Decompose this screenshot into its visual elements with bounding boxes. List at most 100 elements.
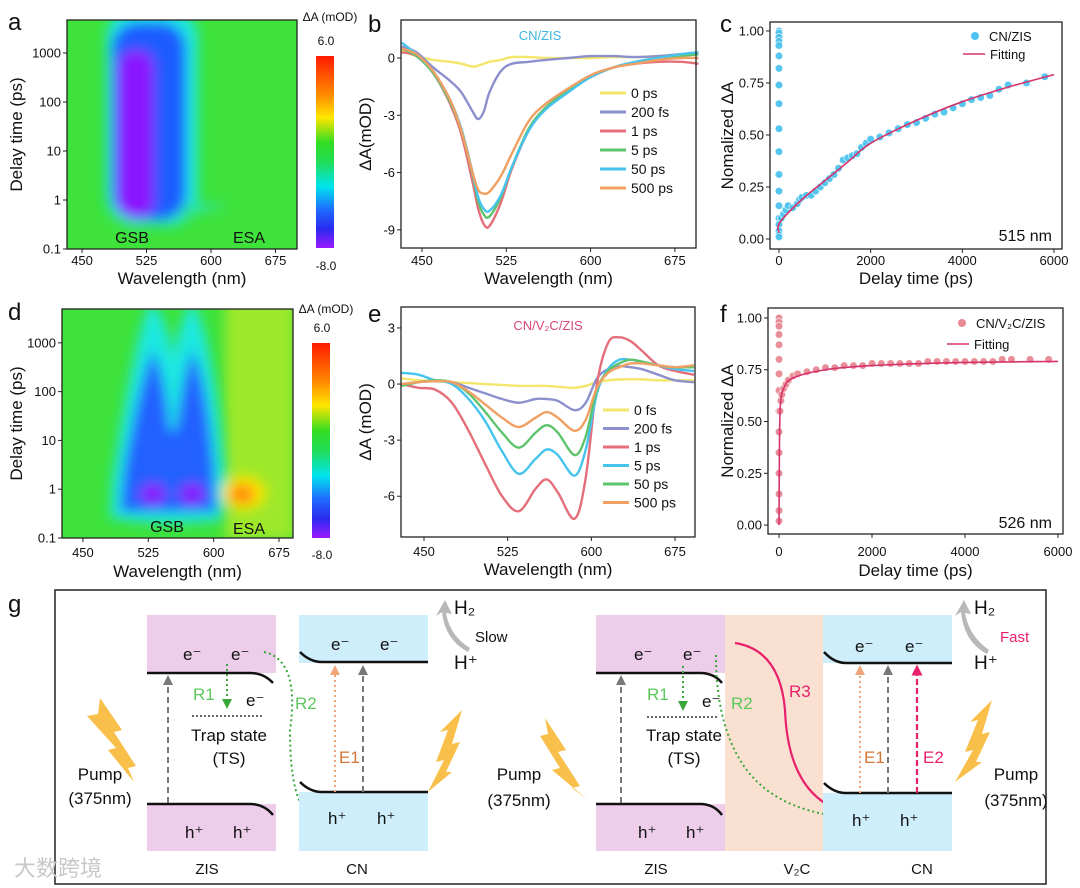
y-tick-label: -6	[383, 165, 395, 180]
chart-title: CN/V₂C/ZIS	[513, 318, 583, 333]
plot-frame	[400, 19, 697, 249]
x-tick-label: 600	[580, 253, 602, 268]
x-tick-label: 525	[137, 545, 159, 560]
heatmap-a	[67, 20, 297, 249]
data-point	[774, 147, 784, 156]
y-tick-label: 1.00	[739, 23, 764, 38]
panel-label-f: f	[720, 301, 727, 328]
colorbar-max: 6.0	[314, 321, 331, 335]
heatmap-region-purple	[118, 50, 154, 218]
data-point	[942, 357, 951, 366]
x-tick-label: 0	[775, 253, 782, 268]
hplus-label: H⁺	[454, 653, 478, 674]
probe-wavelength: 526 nm	[999, 515, 1052, 532]
r2-arrow	[263, 651, 317, 819]
y-tick-label: -6	[383, 489, 395, 504]
legend-label: 50 ps	[634, 476, 668, 492]
colorbar-a: ΔA (mOD) 6.0 -8.0	[303, 10, 358, 273]
x-tick-label: 4000	[948, 253, 977, 268]
y-tick-label: 1000	[32, 45, 61, 60]
colorbar-d: ΔA (mOD) 6.0 -8.0	[299, 302, 354, 562]
y-tick-label: 3	[388, 320, 395, 335]
data-point	[774, 330, 784, 339]
legend-label: 200 fs	[634, 421, 672, 437]
series-line-500-ps	[401, 361, 695, 432]
data-point	[774, 64, 784, 73]
legend-label: CN/ZIS	[989, 29, 1032, 44]
y-tick-label: 10	[42, 433, 56, 448]
panel-label-g: g	[8, 591, 21, 618]
slow-label: Slow	[475, 629, 508, 646]
zis-vb-region	[147, 804, 276, 851]
x-tick-label: 0	[775, 544, 782, 559]
trap-state-abbr: (TS)	[667, 749, 700, 768]
x-tick-label: 6000	[1040, 253, 1069, 268]
zis-cb-region	[147, 615, 276, 673]
data-point	[970, 357, 979, 366]
e1-label: E1	[864, 748, 885, 767]
heatmap-spot-gsb-1	[140, 483, 166, 505]
y-tick-label: 1	[54, 192, 61, 207]
plot-frame	[61, 308, 294, 539]
trap-state-label: Trap state	[646, 726, 722, 745]
data-point	[774, 187, 784, 196]
plot-frame	[767, 307, 1064, 535]
heatmap-esa-core	[229, 484, 255, 504]
y-tick-label: 0.00	[739, 232, 764, 247]
colorbar-min: -8.0	[316, 259, 337, 273]
watermark: 大数跨境	[14, 856, 102, 881]
series-line-1-ps	[401, 335, 695, 520]
data-point	[877, 359, 886, 368]
legend-marker	[958, 319, 966, 327]
data-point	[774, 170, 784, 179]
y-axis-label: Normalized ΔA	[718, 364, 737, 478]
y-tick-label: 100	[39, 94, 61, 109]
x-tick-label: 675	[664, 253, 686, 268]
colorbar-max: 6.0	[318, 34, 335, 48]
data-point	[774, 99, 784, 108]
r3-label: R3	[789, 682, 811, 701]
annotation-gsb: GSB	[115, 230, 149, 247]
annotation-esa: ESA	[233, 230, 265, 247]
cn-cb-region	[823, 615, 952, 663]
legend-label: 5 ps	[634, 458, 660, 474]
r1-label: R1	[193, 685, 215, 704]
plot-frame	[769, 21, 1063, 250]
pump-wavelength: (375nm)	[487, 791, 550, 810]
cn-vb-line	[823, 782, 952, 795]
y-tick-label: 0	[388, 377, 395, 392]
cn-cb-region	[299, 615, 428, 663]
legend-label: 500 ps	[634, 495, 676, 511]
panel-label-c: c	[720, 11, 732, 38]
electron-label: e⁻	[634, 645, 652, 664]
y-tick-label: 0	[388, 51, 395, 66]
legend-label: 1 ps	[634, 439, 660, 455]
chart-e: 0 fs 200 fs 1 ps 5 ps 50 ps 500 ps CN/V₂C/ZIS 4…	[356, 306, 696, 579]
y-axis-label: ΔA (mOD)	[356, 383, 375, 460]
x-axis-label: Delay time (ps)	[858, 561, 972, 580]
x-tick-label: 675	[664, 544, 686, 559]
y-axis-label: Delay time (ps)	[7, 366, 26, 480]
mechanism-diagram: e⁻ e⁻ h⁺ h⁺ R1 e⁻ Trap state (TS) R2 ZIS…	[14, 589, 1048, 885]
legend-label: 50 ps	[631, 161, 665, 177]
y-tick-label: 0.50	[737, 414, 762, 429]
electron-label: e⁻	[331, 635, 349, 654]
y-tick-label: 1.00	[737, 310, 762, 325]
hole-label: h⁺	[377, 809, 395, 828]
legend-label: 1 ps	[631, 123, 657, 139]
data-point	[774, 41, 784, 50]
r1-label: R1	[647, 685, 669, 704]
electron-label: e⁻	[855, 637, 873, 656]
series-line-500-ps	[401, 47, 699, 196]
cn-label: CN	[346, 861, 368, 878]
y-tick-label: 0.75	[737, 362, 762, 377]
cn-vb-region	[823, 793, 952, 851]
y-axis-label: Nomalized ΔA	[718, 81, 737, 189]
chart-f: CN/V₂C/ZIS Fitting 526 nm 0 2000 4000 6000 0.00…	[718, 307, 1072, 580]
trapped-electron-label: e⁻	[246, 691, 264, 710]
electron-label: e⁻	[380, 635, 398, 654]
data-point	[774, 124, 784, 133]
y-tick-label: 1000	[27, 335, 56, 350]
x-tick-label: 450	[71, 253, 93, 268]
